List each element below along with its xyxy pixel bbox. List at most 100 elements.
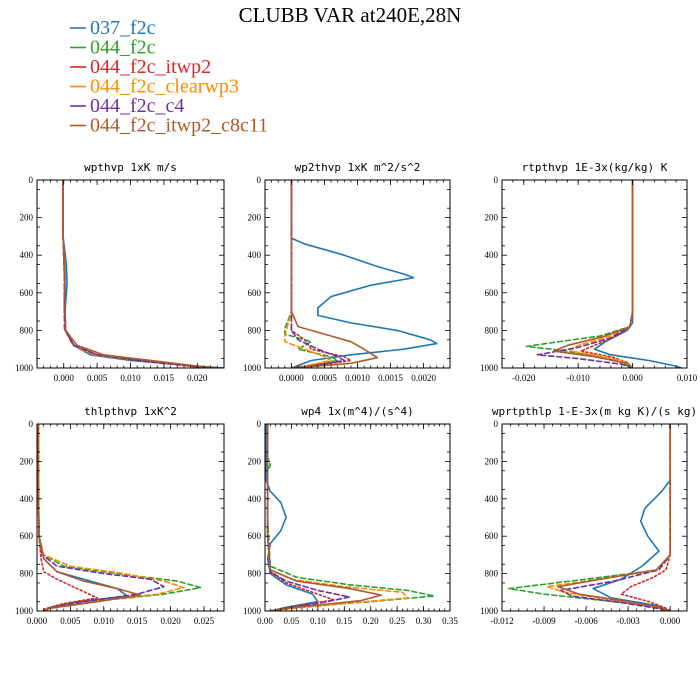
x-tick-label: 0.015 (127, 616, 148, 626)
series-line-044_f2c_itwp2_c8c11 (62, 180, 219, 368)
plot-frame (501, 423, 688, 612)
series-line-037_f2c (62, 180, 224, 368)
y-tick-label: 1000 (243, 606, 262, 616)
plot-frame (501, 179, 688, 369)
y-tick-label: 1000 (480, 606, 499, 616)
series-line-044_f2c (266, 424, 435, 611)
y-tick-label: 0 (494, 419, 499, 429)
x-tick-label: 0.015 (154, 373, 175, 383)
x-tick-label: 0.15 (336, 616, 352, 626)
y-tick-label: 0 (29, 419, 34, 429)
y-tick-label: 600 (248, 288, 262, 298)
legend-label: 044_f2c (90, 37, 156, 59)
x-tick-label: 0.00 (257, 616, 273, 626)
series-line-044_f2c_itwp2 (62, 180, 212, 368)
x-tick-label: 0.35 (442, 616, 458, 626)
y-tick-label: 400 (20, 494, 34, 504)
series-group (265, 424, 435, 611)
series-line-044_f2c_clearwp3 (569, 180, 634, 368)
x-tick-label: -0.006 (574, 616, 598, 626)
x-tick-label: 0.0015 (378, 373, 403, 383)
series-line-037_f2c (290, 180, 438, 368)
panel-title: thlpthvp 1xK^2 (84, 405, 177, 418)
panel-3: rtpthvp 1E-3x(kg/kg) K 0 200 400 600 800 1000 -… (480, 161, 698, 383)
panel-title: wp2thvp 1xK m^2/s^2 (295, 161, 421, 174)
y-tick-label: 200 (485, 213, 499, 223)
series-line-044_f2c_itwp2 (37, 424, 98, 610)
x-tick-label: 0.010 (677, 373, 698, 383)
x-tick-label: 0.30 (416, 616, 432, 626)
series-line-044_f2c (284, 180, 339, 368)
x-tick-label: 0.10 (310, 616, 326, 626)
y-tick-label: 800 (248, 325, 262, 335)
x-tick-label: 0.025 (194, 616, 215, 626)
series-line-044_f2c_c4 (290, 180, 346, 368)
series-line-044_f2c_itwp2 (620, 424, 671, 611)
panel-title: wprtpthlp 1-E-3x(m kg K)/(s kg) (492, 405, 697, 418)
figure-title: CLUBB VAR at240E,28N (239, 3, 462, 27)
y-tick-label: 200 (485, 456, 499, 466)
series-line-044_f2c_itwp2_c8c11 (290, 180, 379, 368)
series-line-044_f2c (508, 424, 671, 611)
y-tick-label: 200 (20, 213, 34, 223)
x-tick-label: 0.05 (284, 616, 300, 626)
panel-title: wp4 1x(m^4)/(s^4) (301, 405, 414, 418)
y-tick-label: 1000 (480, 363, 499, 373)
y-tick-label: 0 (494, 175, 499, 185)
panel-1: wpthvp 1xK m/s 0 200 400 600 800 1000 0.000 0.00… (15, 161, 225, 383)
y-tick-label: 400 (20, 250, 34, 260)
y-tick-label: 1000 (243, 363, 262, 373)
y-tick-label: 0 (257, 419, 262, 429)
x-tick-label: 0.010 (94, 616, 115, 626)
y-tick-label: 200 (248, 456, 262, 466)
legend-label: 044_f2c_c4 (90, 95, 184, 117)
x-tick-label: 0.020 (160, 616, 181, 626)
series-group (508, 424, 671, 611)
series-line-037_f2c (592, 424, 671, 611)
x-tick-label: 0.020 (187, 373, 208, 383)
series-line-044_f2c (62, 180, 219, 368)
y-tick-label: 600 (248, 531, 262, 541)
x-tick-label: -0.020 (512, 373, 536, 383)
series-line-044_f2c_clearwp3 (62, 180, 212, 368)
series-line-044_f2c_c4 (536, 180, 634, 368)
x-tick-label: -0.012 (490, 616, 513, 626)
x-tick-label: -0.009 (532, 616, 556, 626)
x-tick-label: 0.000 (27, 616, 48, 626)
x-tick-label: 0.000 (54, 373, 75, 383)
y-tick-label: 600 (485, 288, 499, 298)
y-tick-label: 800 (485, 325, 499, 335)
series-group (284, 180, 438, 368)
y-tick-label: 600 (20, 288, 34, 298)
x-tick-label: 0.0010 (345, 373, 370, 383)
y-tick-label: 0 (29, 175, 34, 185)
legend: 037_f2c044_f2c044_f2c_itwp2044_f2c_clear… (70, 17, 268, 137)
x-tick-label: 0.005 (87, 373, 108, 383)
x-tick-label: 0.010 (120, 373, 141, 383)
panel-title: rtpthvp 1E-3x(kg/kg) K (522, 161, 668, 174)
x-tick-label: 0.0005 (312, 373, 337, 383)
panel-6: wprtpthlp 1-E-3x(m kg K)/(s kg)0 200 400 60… (480, 405, 697, 626)
y-tick-label: 400 (248, 494, 262, 504)
y-tick-label: 600 (20, 531, 34, 541)
series-line-044_f2c (525, 180, 634, 368)
legend-label: 044_f2c_clearwp3 (90, 76, 239, 98)
y-tick-label: 800 (248, 569, 262, 579)
series-line-044_f2c_c4 (37, 424, 165, 609)
y-tick-label: 1000 (15, 606, 34, 616)
legend-label: 037_f2c (90, 17, 156, 39)
series-line-037_f2c (37, 424, 128, 611)
x-tick-label: 0.005 (60, 616, 81, 626)
series-line-044_f2c (37, 424, 202, 611)
y-tick-label: 800 (20, 325, 34, 335)
y-tick-label: 600 (485, 531, 499, 541)
y-tick-label: 200 (248, 213, 262, 223)
panel-title: wpthvp 1xK m/s (84, 161, 177, 174)
series-group (37, 424, 202, 611)
x-tick-label: 0.000 (660, 616, 681, 626)
x-tick-label: 0.25 (389, 616, 405, 626)
y-tick-label: 400 (485, 494, 499, 504)
